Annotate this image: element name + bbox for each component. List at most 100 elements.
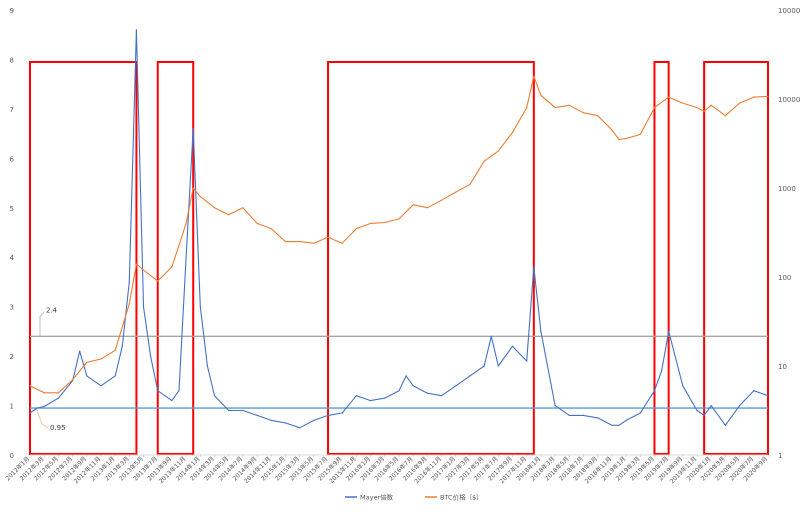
reference-callout [39, 312, 45, 337]
mayer-point [497, 365, 499, 367]
btc-point [142, 269, 145, 271]
series-lines [29, 29, 769, 429]
btc-point [668, 96, 670, 98]
mayer-point [199, 306, 201, 308]
mayer-point [256, 414, 258, 416]
btc-point [284, 241, 287, 243]
btc-point [135, 263, 137, 265]
mayer-point [228, 409, 230, 412]
btc-point [398, 218, 400, 220]
mayer-point [767, 395, 769, 397]
mayer-point [114, 375, 116, 377]
reference-lines: 2.4 0.95 [30, 306, 768, 432]
mayer-point [398, 390, 400, 392]
mayer-point [753, 390, 755, 392]
highlight-region [156, 61, 195, 455]
right-tick-label: 100 [778, 274, 791, 282]
mayer-point [178, 390, 180, 392]
mayer-point [355, 395, 357, 397]
mayer-point [313, 419, 315, 421]
mayer-point [43, 405, 45, 408]
btc-point [611, 129, 613, 131]
right-tick-label: 10000 [778, 96, 800, 104]
btc-point [625, 137, 627, 140]
left-tick-label: 6 [10, 155, 15, 163]
mayer-point [128, 281, 130, 283]
btc-point [256, 222, 258, 224]
btc-point [710, 104, 712, 106]
mayer-point [533, 266, 535, 268]
mayer-point [412, 385, 414, 387]
mayer-point [668, 330, 670, 332]
btc-point [100, 358, 102, 360]
highlight-region [703, 61, 770, 455]
mayer-point [284, 422, 287, 424]
mayer-point [724, 424, 727, 426]
btc-point [682, 102, 684, 104]
left-tick-label: 1 [10, 403, 14, 411]
mayer-point [490, 335, 492, 337]
btc-point [72, 379, 74, 381]
mayer-point [299, 427, 301, 429]
btc-point [441, 199, 443, 201]
btc-point [128, 303, 130, 305]
right-tick-label: 1000 [778, 185, 796, 193]
mayer-point [653, 390, 656, 392]
btc-point [696, 107, 698, 109]
btc-point [753, 96, 755, 98]
right-tick-label: 1 [778, 452, 782, 460]
btc-point [355, 228, 357, 230]
mayer-point [426, 392, 428, 394]
btc-point [192, 187, 194, 189]
mayer-point [469, 375, 471, 377]
axes: 01234567891101001000100001000002012年1月20… [4, 7, 800, 485]
btc-point [228, 214, 230, 216]
highlight-region [653, 61, 670, 455]
mayer-point [327, 414, 329, 416]
btc-point [455, 191, 457, 193]
mayer-point [682, 385, 684, 387]
mayer-point [568, 414, 570, 416]
left-tick-label: 5 [10, 205, 14, 213]
btc-point [114, 349, 116, 351]
mayer-point [157, 390, 159, 392]
btc-point [597, 115, 599, 117]
left-tick-label: 8 [10, 56, 14, 64]
mayer-point [100, 385, 102, 387]
btc-point [724, 115, 727, 117]
mayer-point [270, 419, 272, 421]
btc-point [171, 266, 173, 268]
right-tick-label: 10 [778, 363, 787, 371]
btc-point [767, 95, 769, 97]
btc-point [157, 280, 159, 282]
mayer-point [384, 397, 386, 399]
btc-point [327, 236, 329, 238]
btc-point [270, 228, 272, 230]
left-tick-label: 9 [10, 7, 14, 15]
btc-point [29, 385, 31, 387]
btc-price-line [29, 75, 769, 394]
mayer-point [57, 397, 60, 399]
mayer-point [370, 400, 372, 402]
left-tick-label: 4 [10, 254, 15, 262]
mayer-point [661, 370, 663, 372]
mayer-point [582, 414, 585, 416]
mayer-point [618, 424, 620, 426]
mayer-point [739, 405, 741, 407]
mayer-multiple-line [29, 29, 769, 429]
left-tick-label: 2 [10, 353, 14, 361]
mayer-point [611, 424, 613, 426]
btc-point [703, 110, 705, 112]
mayer-point [511, 345, 514, 347]
btc-point [533, 75, 535, 77]
btc-point [653, 107, 656, 109]
mayer-point [540, 330, 542, 332]
mayer-point [206, 365, 208, 367]
mayer-point [171, 400, 173, 402]
mayer-point [135, 29, 137, 31]
mayer-point [455, 385, 457, 387]
reference-callout [35, 407, 49, 429]
mayer-point [710, 405, 712, 407]
reference-label: 0.95 [50, 424, 66, 432]
left-tick-label: 0 [10, 452, 14, 460]
